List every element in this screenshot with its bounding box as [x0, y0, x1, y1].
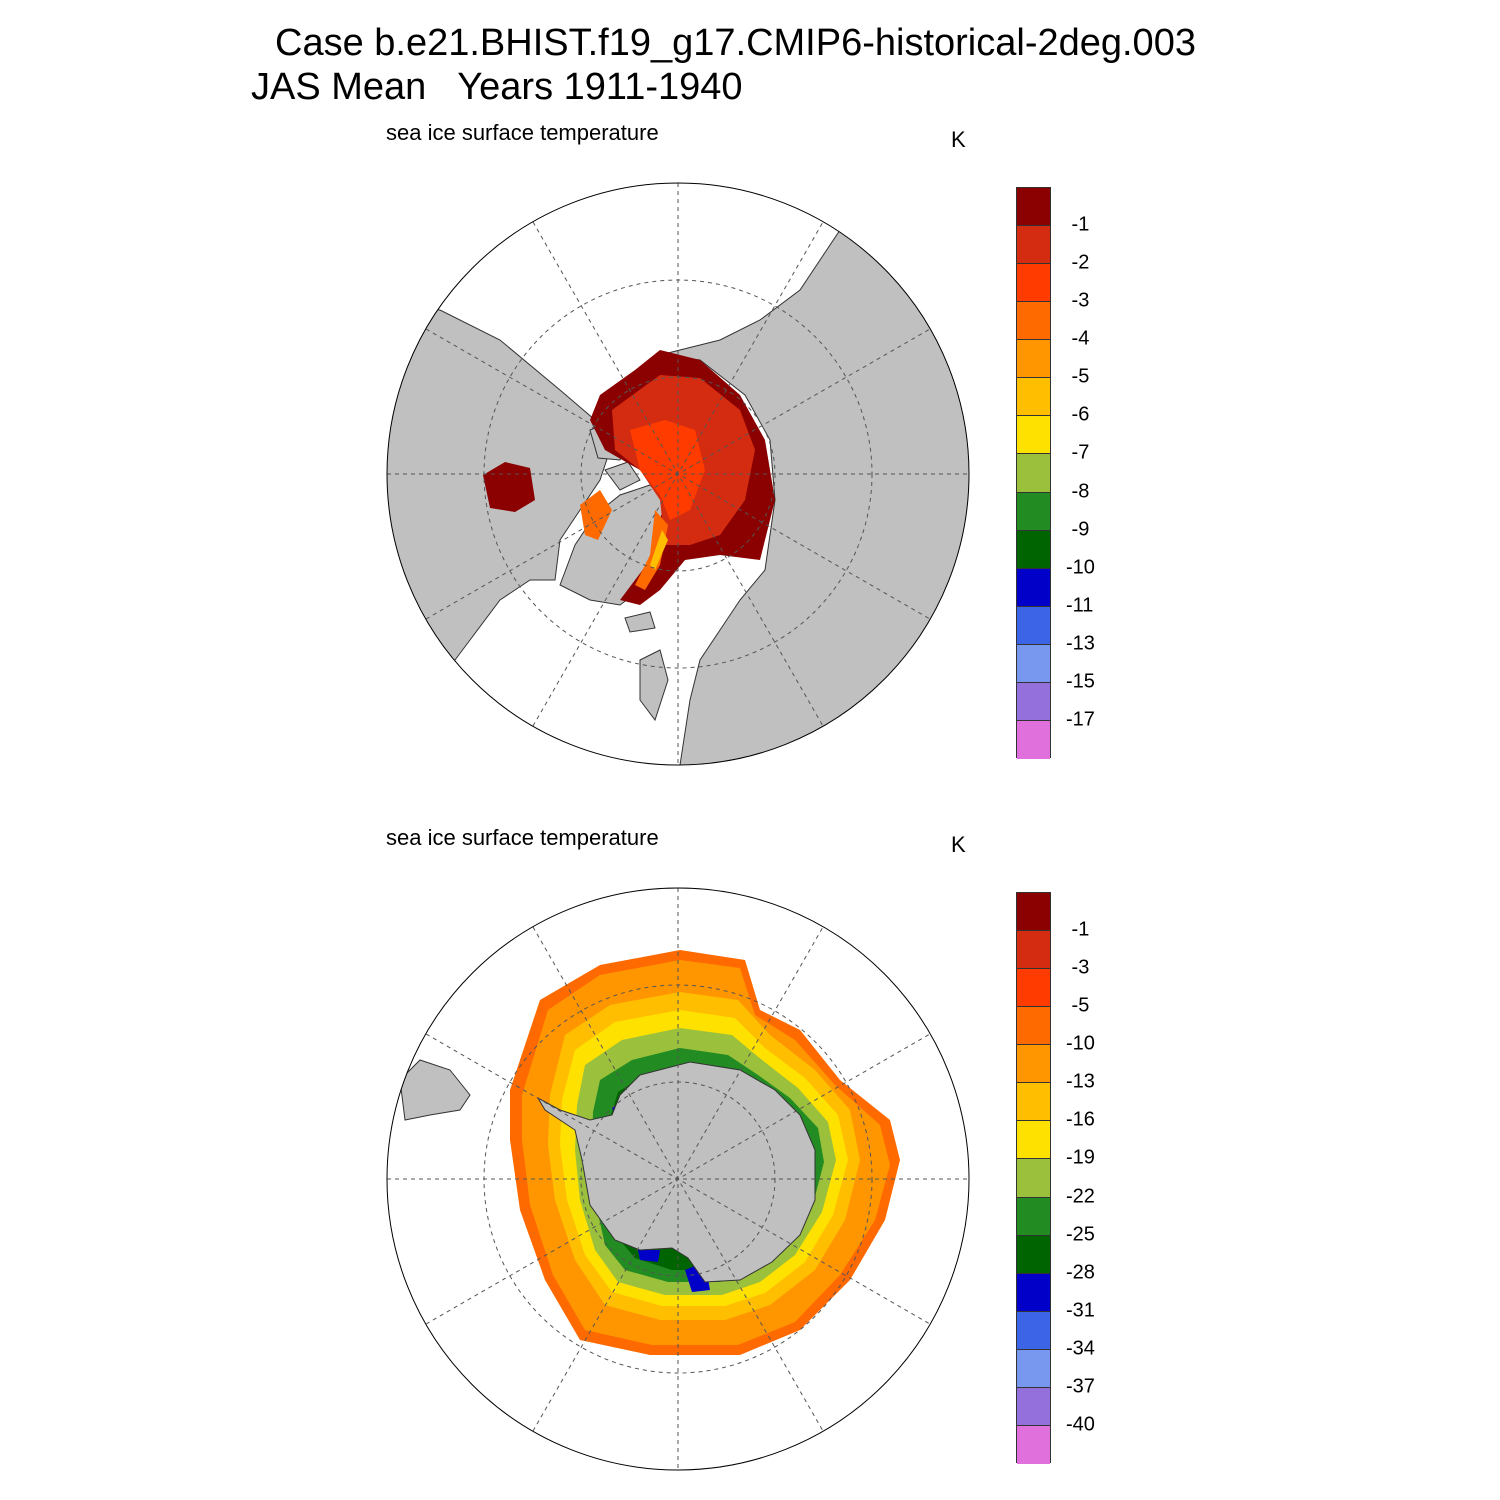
arctic-colorbar-swatch — [1017, 416, 1050, 455]
antarctic-colorbar-tick-label: -16 — [1066, 1108, 1095, 1131]
antarctic-colorbar — [1016, 892, 1051, 1464]
antarctic-units: K — [951, 832, 966, 857]
arctic-colorbar-swatch — [1017, 264, 1050, 303]
antarctic-colorbar-swatch — [1017, 1083, 1050, 1122]
arctic-colorbar-swatch — [1017, 568, 1050, 607]
arctic-colorbar-tick-label: -6 — [1066, 403, 1090, 426]
antarctic-colorbar-tick-label: -1 — [1066, 918, 1090, 941]
arctic-units: K — [951, 127, 966, 152]
arctic-colorbar-swatch — [1017, 644, 1050, 683]
arctic-colorbar-swatch — [1017, 302, 1050, 341]
arctic-colorbar-swatch — [1017, 226, 1050, 265]
arctic-colorbar — [1016, 187, 1051, 759]
arctic-colorbar-tick-label: -15 — [1066, 670, 1095, 693]
arctic-colorbar-tick-label: -17 — [1066, 708, 1095, 731]
antarctic-colorbar-swatch — [1017, 969, 1050, 1008]
arctic-colorbar-tick-label: -7 — [1066, 441, 1090, 464]
antarctic-colorbar-tick-label: -13 — [1066, 1070, 1095, 1093]
antarctic-colorbar-tick-label: -40 — [1066, 1413, 1095, 1436]
antarctic-colorbar-swatch — [1017, 1045, 1050, 1084]
antarctic-colorbar-tick-label: -34 — [1066, 1337, 1095, 1360]
antarctic-colorbar-swatch — [1017, 931, 1050, 970]
antarctic-colorbar-swatch — [1017, 1311, 1050, 1350]
arctic-colorbar-swatch — [1017, 340, 1050, 379]
arctic-panel-label: sea ice surface temperature — [386, 120, 659, 145]
arctic-colorbar-tick-label: -4 — [1066, 327, 1090, 350]
arctic-colorbar-tick-label: -5 — [1066, 365, 1090, 388]
arctic-polar-map — [386, 182, 970, 766]
arctic-colorbar-tick-label: -11 — [1066, 594, 1094, 617]
arctic-colorbar-swatch — [1017, 188, 1050, 227]
antarctic-graticule — [387, 888, 969, 1470]
antarctic-colorbar-tick-label: -31 — [1066, 1299, 1095, 1322]
arctic-colorbar-swatch — [1017, 530, 1050, 569]
antarctica-landmass — [536, 1061, 816, 1283]
antarctic-colorbar-swatch — [1017, 1349, 1050, 1388]
antarctic-colorbar-swatch — [1017, 1007, 1050, 1046]
arctic-colorbar-swatch — [1017, 606, 1050, 645]
antarctic-map-border — [386, 887, 970, 1471]
antarctic-colorbar-swatch — [1017, 1425, 1050, 1464]
antarctic-colorbar-tick-label: -25 — [1066, 1223, 1095, 1246]
arctic-colorbar-tick-label: -2 — [1066, 251, 1090, 274]
arctic-colorbar-tick-label: -9 — [1066, 518, 1090, 541]
arctic-graticule — [387, 183, 969, 765]
antarctic-colorbar-tick-label: -28 — [1066, 1261, 1095, 1284]
arctic-colorbar-tick-label: -1 — [1066, 213, 1090, 236]
arctic-colorbar-swatch — [1017, 720, 1050, 759]
arctic-colorbar-swatch — [1017, 454, 1050, 493]
antarctic-colorbar-swatch — [1017, 1273, 1050, 1312]
antarctic-colorbar-tick-label: -3 — [1066, 956, 1090, 979]
arctic-colorbar-tick-label: -8 — [1066, 480, 1090, 503]
figure-title-case: Case b.e21.BHIST.f19_g17.CMIP6-historica… — [275, 22, 1196, 64]
arctic-sea-ice-field — [483, 350, 775, 605]
antarctic-panel-label: sea ice surface temperature — [386, 825, 659, 850]
antarctic-colorbar-swatch — [1017, 893, 1050, 932]
figure-title-period: JAS Mean Years 1911-1940 — [251, 66, 743, 108]
arctic-map-border — [386, 182, 970, 766]
arctic-colorbar-tick-label: -13 — [1066, 632, 1095, 655]
antarctic-colorbar-swatch — [1017, 1197, 1050, 1236]
south-america-landmass — [399, 1059, 471, 1121]
arctic-colorbar-swatch — [1017, 682, 1050, 721]
antarctic-colorbar-tick-label: -10 — [1066, 1032, 1095, 1055]
antarctic-colorbar-swatch — [1017, 1235, 1050, 1274]
arctic-colorbar-swatch — [1017, 492, 1050, 531]
antarctic-colorbar-swatch — [1017, 1159, 1050, 1198]
antarctic-colorbar-swatch — [1017, 1387, 1050, 1426]
arctic-colorbar-tick-label: -3 — [1066, 289, 1090, 312]
arctic-colorbar-swatch — [1017, 378, 1050, 417]
antarctic-colorbar-swatch — [1017, 1121, 1050, 1160]
antarctic-colorbar-tick-label: -5 — [1066, 994, 1090, 1017]
antarctic-colorbar-tick-label: -19 — [1066, 1146, 1095, 1169]
arctic-colorbar-tick-label: -10 — [1066, 556, 1095, 579]
antarctic-polar-map — [386, 887, 970, 1471]
antarctic-colorbar-tick-label: -22 — [1066, 1185, 1095, 1208]
antarctic-colorbar-tick-label: -37 — [1066, 1375, 1095, 1398]
